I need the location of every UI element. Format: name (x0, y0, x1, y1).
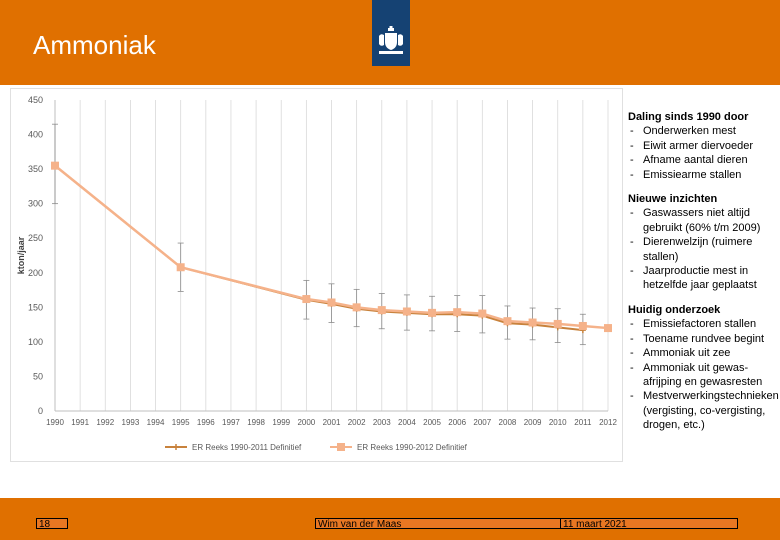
slide-title: Ammoniak (33, 30, 156, 60)
y-axis-label: kton/jaar (16, 236, 26, 274)
series-line (54, 164, 583, 332)
y-tick-label: 150 (28, 302, 43, 312)
x-tick-label: 2006 (448, 418, 466, 427)
data-point (528, 318, 537, 327)
page-number: 18 (36, 518, 68, 529)
x-tick-label: 1998 (247, 418, 265, 427)
x-tick-label: 2005 (423, 418, 441, 427)
data-point (428, 308, 437, 317)
x-tick-label: 2007 (473, 418, 491, 427)
notes-item: Afname aantal dieren (628, 153, 778, 168)
notes-item: Toename rundvee begint (628, 332, 778, 347)
notes-list: Onderwerken mestEiwit armer diervoederAf… (628, 124, 778, 182)
footer-date: 11 maart 2021 (560, 518, 738, 529)
notes-item: Emissiearme stallen (628, 168, 778, 183)
data-point (453, 308, 462, 317)
slide-header: Ammoniak (0, 0, 780, 85)
data-point (327, 298, 336, 307)
y-tick-label: 200 (28, 268, 43, 278)
y-tick-label: 0 (38, 406, 43, 416)
data-point (377, 306, 386, 315)
data-point (176, 263, 185, 272)
data-point (503, 317, 512, 326)
notes-heading: Daling sinds 1990 door (628, 111, 749, 123)
data-point (302, 295, 311, 304)
government-logo (372, 0, 410, 66)
x-tick-label: 2001 (323, 418, 341, 427)
x-tick-label: 2010 (549, 418, 567, 427)
x-tick-label: 2009 (524, 418, 542, 427)
emission-chart: 0 50 100 150 200 250 300 350 400 450 1990 1991 1992 1… (16, 95, 617, 452)
legend-swatch-marker (337, 443, 345, 451)
notes-heading: Nieuwe inzichten (628, 193, 718, 206)
data-point (51, 161, 59, 170)
notes-item: Gaswassers niet altijd gebruikt (60% t/m… (628, 206, 778, 235)
data-point (578, 321, 587, 330)
notes-list: Emissiefactoren stallenToename rundvee b… (628, 317, 779, 432)
notes-item: Ammoniak uit zee (628, 346, 778, 361)
x-tick-label: 2012 (599, 418, 617, 427)
data-point (553, 319, 562, 328)
x-tick-label: 1995 (172, 418, 190, 427)
y-tick-label: 100 (28, 337, 43, 347)
data-point (478, 309, 487, 318)
x-tick-label: 2011 (574, 418, 592, 427)
coat-of-arms-icon (379, 26, 403, 54)
data-point (402, 307, 411, 316)
y-tick-label: 250 (28, 233, 43, 243)
x-tick-label: 2002 (348, 418, 366, 427)
notes-item: Dierenwelzijn (ruimere stallen) (628, 235, 778, 264)
data-point (352, 303, 361, 312)
notes-item: Ammoniak uit gewas-afrijping en gewasres… (628, 361, 778, 390)
notes-panel: Daling sinds 1990 doorOnderwerken mestEi… (628, 110, 779, 443)
x-tick-label: 1997 (222, 418, 240, 427)
x-tick-label: 2000 (297, 418, 315, 427)
legend-swatch-marker (173, 444, 179, 450)
x-tick-label: 1994 (147, 418, 165, 427)
notes-item: Mestverwerkingstechnieken (vergisting, c… (628, 389, 779, 432)
legend-label: ER Reeks 1990-2011 Definitief (192, 443, 302, 452)
notes-heading: Huidig onderzoek (628, 303, 721, 316)
notes-item: Onderwerken mest (628, 124, 778, 139)
notes-item: Jaarproductie mest in hetzelfde jaar gep… (628, 264, 778, 293)
x-tick-label: 2008 (499, 418, 517, 427)
x-tick-label: 1999 (272, 418, 290, 427)
x-tick-label: 1993 (122, 418, 140, 427)
x-tick-label: 1992 (96, 418, 114, 427)
x-tick-label: 1991 (71, 418, 89, 427)
x-tick-label: 1990 (46, 418, 64, 427)
notes-list: Gaswassers niet altijd gebruikt (60% t/m… (628, 206, 778, 292)
notes-item: Emissiefactoren stallen (628, 317, 778, 332)
chart-frame (10, 88, 623, 462)
data-point (604, 324, 612, 333)
x-tick-label: 1996 (197, 418, 215, 427)
notes-item: Eiwit armer diervoeder (628, 139, 778, 154)
y-tick-label: 350 (28, 164, 43, 174)
x-tick-label: 2004 (398, 418, 416, 427)
y-tick-label: 300 (28, 199, 43, 209)
y-tick-label: 450 (28, 95, 43, 105)
x-tick-label: 2003 (373, 418, 391, 427)
y-tick-label: 50 (33, 371, 43, 381)
y-tick-label: 400 (28, 130, 43, 140)
legend-label: ER Reeks 1990-2012 Definitief (357, 443, 468, 452)
